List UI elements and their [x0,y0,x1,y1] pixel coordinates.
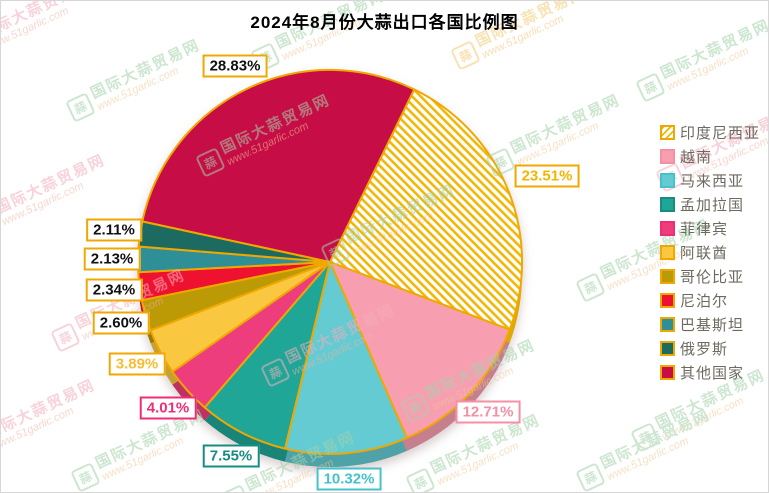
legend-item-7[interactable]: 尼泊尔 [660,292,760,310]
legend-swatch-icon [660,245,675,260]
legend-swatch-icon [660,269,675,284]
legend-swatch-icon [660,221,675,236]
legend-item-3[interactable]: 孟加拉国 [660,196,760,214]
chart-title: 2024年8月份大蒜出口各国比例图 [250,13,519,32]
legend-label: 马来西亚 [680,173,745,190]
pie-face-layer [137,68,524,456]
legend-item-8[interactable]: 巴基斯坦 [660,316,760,334]
legend: 印度尼西亚越南马来西亚孟加拉国菲律宾阿联酋哥伦比亚尼泊尔巴基斯坦俄罗斯其他国家 [660,124,761,382]
legend-swatch-icon [660,173,675,188]
legend-item-10[interactable]: 其他国家 [660,364,760,382]
legend-label: 俄罗斯 [680,341,729,358]
legend-label: 尼泊尔 [680,293,729,310]
legend-item-1[interactable]: 越南 [660,148,760,166]
legend-label: 哥伦比亚 [680,269,745,286]
pie-slice-0[interactable] [329,88,524,331]
pie-slice-2[interactable] [284,261,408,456]
legend-item-4[interactable]: 菲律宾 [660,220,760,238]
legend-item-6[interactable]: 哥伦比亚 [660,268,760,286]
legend-item-9[interactable]: 俄罗斯 [660,340,760,358]
legend-swatch-icon [660,125,675,140]
pie-slice-1[interactable] [329,261,511,439]
legend-swatch-icon [660,317,675,332]
pie-slice-10[interactable] [141,68,416,263]
legend-label: 菲律宾 [680,221,729,238]
legend-swatch-icon [660,149,675,164]
legend-swatch-icon [660,197,675,212]
legend-label: 其他国家 [680,365,745,382]
legend-item-5[interactable]: 阿联酋 [660,244,760,262]
legend-item-0[interactable]: 印度尼西亚 [660,124,761,142]
legend-label: 孟加拉国 [680,197,745,214]
legend-label: 印度尼西亚 [680,125,761,142]
legend-swatch-icon [660,293,675,308]
legend-swatch-icon [660,365,675,380]
legend-label: 越南 [680,149,713,166]
legend-label: 阿联酋 [680,245,729,262]
legend-swatch-icon [660,341,675,356]
legend-item-2[interactable]: 马来西亚 [660,172,760,190]
legend-label: 巴基斯坦 [680,317,745,334]
